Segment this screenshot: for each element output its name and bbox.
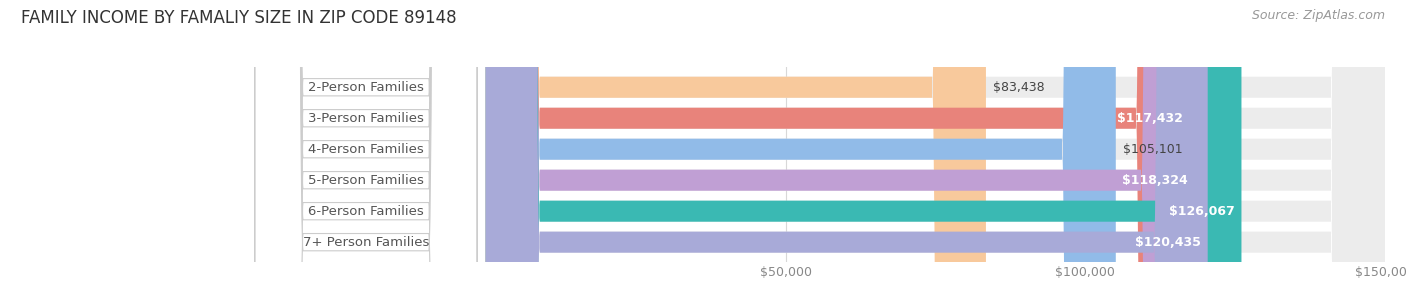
Text: 5-Person Families: 5-Person Families [308,174,423,187]
Text: $126,067: $126,067 [1168,205,1234,218]
FancyBboxPatch shape [254,0,477,305]
FancyBboxPatch shape [486,0,986,305]
Text: $83,438: $83,438 [993,81,1045,94]
FancyBboxPatch shape [486,0,1385,305]
FancyBboxPatch shape [486,0,1189,305]
Text: 4-Person Families: 4-Person Families [308,143,423,156]
Text: $120,435: $120,435 [1135,236,1201,249]
Text: $117,432: $117,432 [1116,112,1182,125]
FancyBboxPatch shape [486,0,1385,305]
FancyBboxPatch shape [486,0,1385,305]
Text: 7+ Person Families: 7+ Person Families [302,236,429,249]
Text: 3-Person Families: 3-Person Families [308,112,423,125]
FancyBboxPatch shape [486,0,1385,305]
FancyBboxPatch shape [486,0,1208,305]
FancyBboxPatch shape [254,0,477,305]
Text: Source: ZipAtlas.com: Source: ZipAtlas.com [1251,9,1385,22]
FancyBboxPatch shape [486,0,1385,305]
Text: $118,324: $118,324 [1122,174,1188,187]
FancyBboxPatch shape [486,0,1116,305]
Text: 2-Person Families: 2-Person Families [308,81,423,94]
FancyBboxPatch shape [486,0,1195,305]
FancyBboxPatch shape [254,0,477,305]
FancyBboxPatch shape [254,0,477,305]
Text: FAMILY INCOME BY FAMALIY SIZE IN ZIP CODE 89148: FAMILY INCOME BY FAMALIY SIZE IN ZIP COD… [21,9,457,27]
FancyBboxPatch shape [486,0,1241,305]
FancyBboxPatch shape [254,0,477,305]
Text: $105,101: $105,101 [1123,143,1182,156]
FancyBboxPatch shape [486,0,1385,305]
Text: 6-Person Families: 6-Person Families [308,205,423,218]
FancyBboxPatch shape [254,0,477,305]
